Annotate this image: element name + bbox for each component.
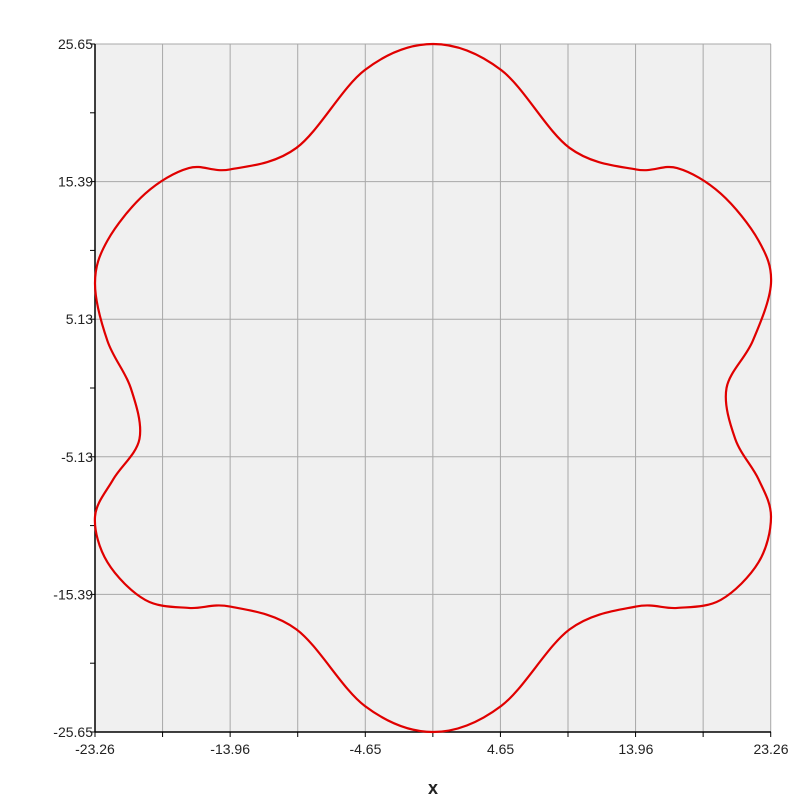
x-tick-label: 13.96 [618,741,653,757]
y-tick-label: -5.13 [61,449,93,465]
x-axis-title: x [428,778,438,798]
y-tick-label: -15.39 [53,586,93,602]
y-tick-label: 5.13 [66,311,93,327]
grid [94,43,772,733]
series-line [93,42,773,734]
x-tick-label: 4.65 [487,741,514,757]
x-tick-label: -23.26 [75,741,115,757]
series-layer [93,42,773,734]
x-tick-label: -4.65 [349,741,381,757]
y-tick-label: 15.39 [58,174,93,190]
y-tick-label: -25.65 [53,724,93,740]
x-tick-labels: -23.26 -13.96 -4.65 4.65 13.96 23.26 [75,741,789,757]
x-tick-label: 23.26 [753,741,788,757]
x-tick-label: -13.96 [210,741,250,757]
y-tick-labels: 25.65 15.39 5.13 -5.13 -15.39 -25.65 [53,36,93,740]
y-tick-label: 25.65 [58,36,93,52]
